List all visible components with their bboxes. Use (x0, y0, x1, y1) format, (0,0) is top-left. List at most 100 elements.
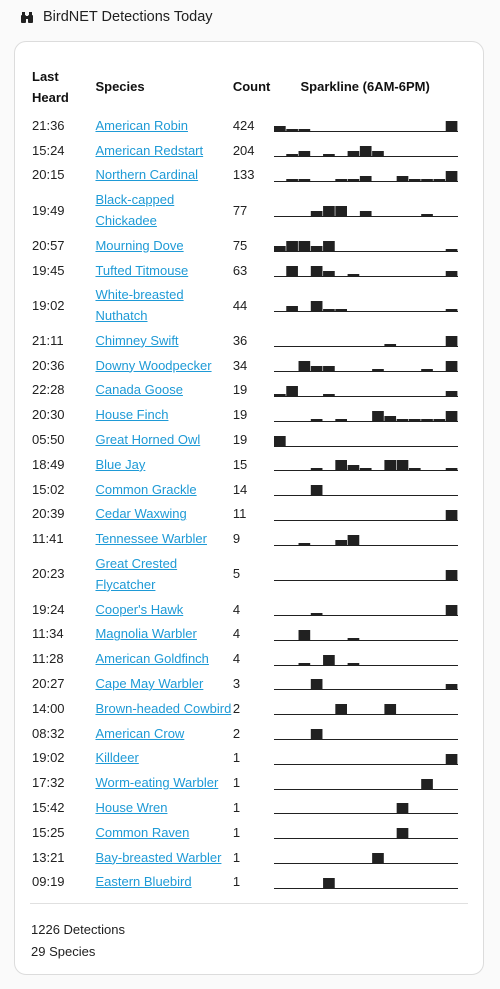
sparkline-bar (273, 246, 286, 253)
sparkline-bar (298, 542, 310, 546)
species-link[interactable]: Brown-headed Cowbird (95, 700, 232, 716)
species-cell: Eastern Bluebird (95, 869, 232, 894)
last-heard-time: 22:28 (32, 382, 65, 398)
last-heard-time: 13:21 (32, 849, 65, 865)
species-link[interactable]: Worm-eating Warbler (95, 775, 219, 791)
species-link[interactable]: House Wren (95, 799, 168, 815)
sparkline-bar (383, 415, 396, 422)
sparkline-cell (273, 402, 484, 427)
total-detections: 1226 Detections (31, 922, 125, 937)
species-link[interactable]: Canada Goose (95, 382, 183, 398)
sparkline-bar (371, 151, 384, 158)
sparkline-chart (273, 877, 458, 889)
table-row: 15:02 Common Grackle 14 (30, 477, 483, 502)
species-link[interactable]: Eastern Bluebird (95, 874, 192, 890)
sparkline-chart (273, 803, 458, 815)
detection-count: 3 (232, 675, 241, 691)
species-link[interactable]: Common Raven (95, 824, 190, 840)
sparkline-chart (273, 460, 458, 472)
species-link[interactable]: Mourning Dove (95, 237, 184, 253)
species-link[interactable]: Black-capped Chickadee (95, 192, 175, 229)
last-heard-time: 05:50 (32, 432, 65, 448)
sparkline-bar (310, 679, 322, 691)
detection-count: 1 (232, 775, 241, 791)
species-link[interactable]: Northern Cardinal (95, 167, 199, 183)
sparkline-bar (322, 877, 335, 889)
species-link[interactable]: Cape May Warbler (95, 675, 204, 691)
sparkline-chart (273, 534, 458, 546)
sparkline-cell (273, 233, 484, 258)
sparkline-chart (273, 753, 458, 765)
species-link[interactable]: House Finch (95, 407, 169, 423)
species-link[interactable]: Great Horned Owl (95, 432, 201, 448)
sparkline-bar (420, 178, 433, 182)
sparkline-bar (334, 309, 347, 313)
species-cell: Common Grackle (95, 477, 232, 502)
sparkline-bar (322, 654, 335, 666)
sparkline-bar (383, 704, 396, 716)
table-row: 19:45 Tufted Titmouse 63 (30, 258, 483, 283)
table-row: 11:28 American Goldfinch 4 (30, 646, 483, 671)
species-link[interactable]: Bay-breasted Warbler (95, 849, 222, 865)
sparkline-bar (445, 390, 457, 397)
last-heard-time: 20:23 (32, 566, 65, 582)
sparkline-bar (445, 468, 457, 472)
sparkline-cell (273, 328, 484, 353)
sparkline-cell (273, 258, 484, 283)
species-link[interactable]: Blue Jay (95, 456, 146, 472)
sparkline-cell (273, 869, 484, 894)
sparkline-bar (445, 410, 457, 422)
detection-count: 204 (232, 142, 255, 158)
sparkline-bar (273, 126, 286, 133)
sparkline-bar (396, 175, 408, 182)
sparkline-bar (347, 637, 359, 641)
species-link[interactable]: Cooper's Hawk (95, 601, 184, 617)
detection-count: 424 (232, 117, 255, 133)
species-link[interactable]: Magnolia Warbler (95, 626, 197, 642)
species-cell: Canada Goose (95, 378, 232, 403)
sparkline-cell (273, 113, 484, 138)
sparkline-chart (273, 569, 458, 581)
sparkline-cell (273, 696, 484, 721)
species-link[interactable]: Killdeer (95, 750, 139, 766)
table-row: 15:42 House Wren 1 (30, 795, 483, 820)
last-heard-time: 17:32 (32, 775, 65, 791)
last-heard-time: 20:30 (32, 407, 65, 423)
sparkline-chart (273, 361, 458, 373)
sparkline-cell (273, 378, 484, 403)
last-heard-time: 19:49 (32, 202, 65, 218)
species-link[interactable]: American Crow (95, 725, 185, 741)
table-row: 22:28 Canada Goose 19 (30, 378, 483, 403)
species-link[interactable]: American Redstart (95, 142, 204, 158)
detection-count: 1 (232, 824, 241, 840)
sparkline-cell (273, 477, 484, 502)
sparkline-cell (273, 770, 484, 795)
sparkline-bar (445, 753, 457, 765)
sparkline-chart (273, 509, 458, 521)
species-cell: House Finch (95, 402, 232, 427)
species-link[interactable]: Chimney Swift (95, 332, 179, 348)
sparkline-bar (310, 485, 322, 497)
species-link[interactable]: Common Grackle (95, 481, 197, 497)
sparkline-bar (347, 662, 359, 666)
species-cell: American Redstart (95, 138, 232, 163)
species-link[interactable]: American Robin (95, 117, 188, 133)
table-row: 15:25 Common Raven 1 (30, 820, 483, 845)
species-link[interactable]: Downy Woodpecker (95, 357, 212, 373)
species-link[interactable]: Tennessee Warbler (95, 531, 207, 547)
sparkline-bar (432, 178, 445, 182)
species-cell: Worm-eating Warbler (95, 770, 232, 795)
sparkline-chart (273, 679, 458, 691)
species-link[interactable]: White-breasted Nuthatch (95, 287, 184, 324)
sparkline-cell (273, 163, 484, 188)
species-link[interactable]: Tufted Titmouse (95, 262, 189, 278)
sparkline-chart (273, 146, 458, 158)
sparkline-cell (273, 745, 484, 770)
sparkline-bar (396, 828, 408, 840)
species-link[interactable]: American Goldfinch (95, 651, 209, 667)
sparkline-bar (285, 129, 298, 133)
species-link[interactable]: Great Crested Flycatcher (95, 555, 178, 592)
sparkline-bar (322, 241, 335, 253)
detection-count: 4 (232, 601, 241, 617)
species-link[interactable]: Cedar Waxwing (95, 506, 187, 522)
